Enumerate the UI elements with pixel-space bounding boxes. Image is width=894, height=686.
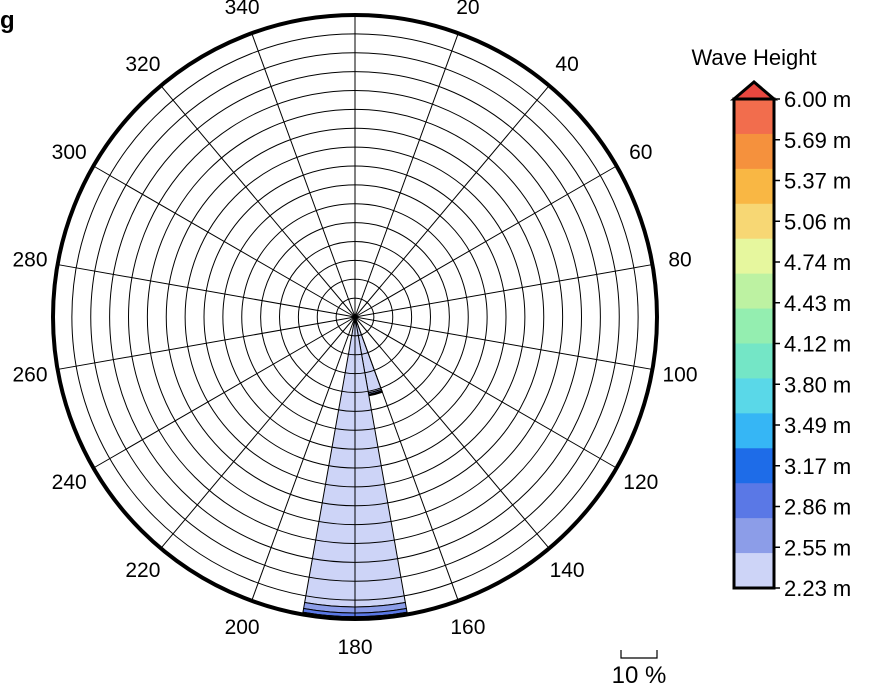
- scale-bar-bracket: [620, 650, 658, 659]
- colorbar-swatch: [734, 343, 774, 379]
- direction-label: 220: [125, 559, 160, 582]
- direction-label: 20: [456, 0, 479, 19]
- colorbar-level-label: 3.17 m: [784, 454, 851, 479]
- grid-spoke: [354, 316, 653, 370]
- polar-frame: [51, 13, 659, 621]
- colorbar-level-label: 5.37 m: [784, 169, 851, 194]
- colorbar-swatch: [734, 518, 774, 554]
- colorbar-swatches: 6.00 m 5.69 m 5.37 m 5.06 m 4.74 m 4.43 m 4.12…: [729, 80, 851, 601]
- grid-spoke: [354, 316, 617, 469]
- chart-title: g: [0, 7, 15, 34]
- colorbar-level-label: 2.55 m: [784, 535, 851, 560]
- colorbar-level-label: 3.80 m: [784, 372, 851, 397]
- colorbar-swatch: [734, 483, 774, 519]
- direction-label: 140: [550, 559, 585, 582]
- colorbar-level-label: 5.06 m: [784, 209, 851, 234]
- colorbar-level-label: 4.43 m: [784, 291, 851, 316]
- colorbar-level-label: 5.69 m: [784, 128, 851, 153]
- direction-label: 160: [450, 616, 485, 639]
- colorbar-level-label: 6.00 m: [784, 87, 851, 112]
- colorbar-swatch: [734, 413, 774, 449]
- colorbar-swatch: [734, 553, 774, 589]
- colorbar-level-label: 3.49 m: [784, 413, 851, 438]
- grid-spoke: [251, 316, 356, 601]
- direction-label: 240: [52, 471, 87, 494]
- colorbar-swatch: [734, 133, 774, 170]
- direction-label: 320: [125, 53, 160, 76]
- scale-bar: 10 %: [612, 650, 667, 686]
- grid-spoke: [354, 316, 459, 601]
- colorbar: Wave Height 6.00 m 5.69 m 5.37 m 5.06 m 4.74…: [691, 45, 851, 601]
- colorbar-level-label: 2.23 m: [784, 576, 851, 601]
- direction-label: 260: [12, 363, 47, 386]
- colorbar-level-label: 2.86 m: [784, 495, 851, 520]
- direction-label: 280: [12, 249, 47, 272]
- colorbar-swatch: [734, 308, 774, 344]
- colorbar-swatch: [734, 203, 774, 240]
- grid-spoke: [57, 264, 356, 318]
- grid-spoke: [354, 264, 653, 318]
- grid-spoke: [354, 33, 459, 318]
- grid-spoke: [354, 316, 550, 549]
- grid-spoke: [354, 85, 550, 318]
- colorbar-swatch: [734, 238, 774, 275]
- grid-spoke: [160, 85, 356, 318]
- colorbar-title: Wave Height: [691, 45, 816, 70]
- colorbar-level-label: 4.12 m: [784, 332, 851, 357]
- colorbar-swatch: [734, 378, 774, 414]
- direction-label: 60: [629, 141, 652, 164]
- direction-label: 80: [668, 249, 691, 272]
- direction-label: 40: [555, 53, 578, 76]
- grid-spoke: [251, 33, 356, 318]
- colorbar-swatch: [734, 273, 774, 310]
- direction-label: 300: [52, 141, 87, 164]
- grid-spoke: [354, 165, 617, 318]
- direction-label: 340: [225, 0, 260, 19]
- grid-spoke: [93, 165, 356, 318]
- direction-label: 120: [623, 471, 658, 494]
- polar-grid: [57, 15, 653, 619]
- direction-label: 180: [337, 636, 372, 659]
- colorbar-swatch: [734, 448, 774, 484]
- direction-label: 100: [662, 363, 697, 386]
- colorbar-extend-arrow: [729, 80, 779, 101]
- direction-label: 200: [225, 616, 260, 639]
- direction-labels: 0204060801001201401601802002202402602803…: [12, 0, 697, 659]
- grid-spoke: [57, 316, 356, 370]
- colorbar-swatch: [734, 99, 774, 135]
- colorbar-swatch: [734, 168, 774, 205]
- grid-spoke: [160, 316, 356, 549]
- colorbar-level-label: 4.74 m: [784, 250, 851, 275]
- scale-bar-label: 10 %: [612, 662, 667, 686]
- grid-spoke: [93, 316, 356, 469]
